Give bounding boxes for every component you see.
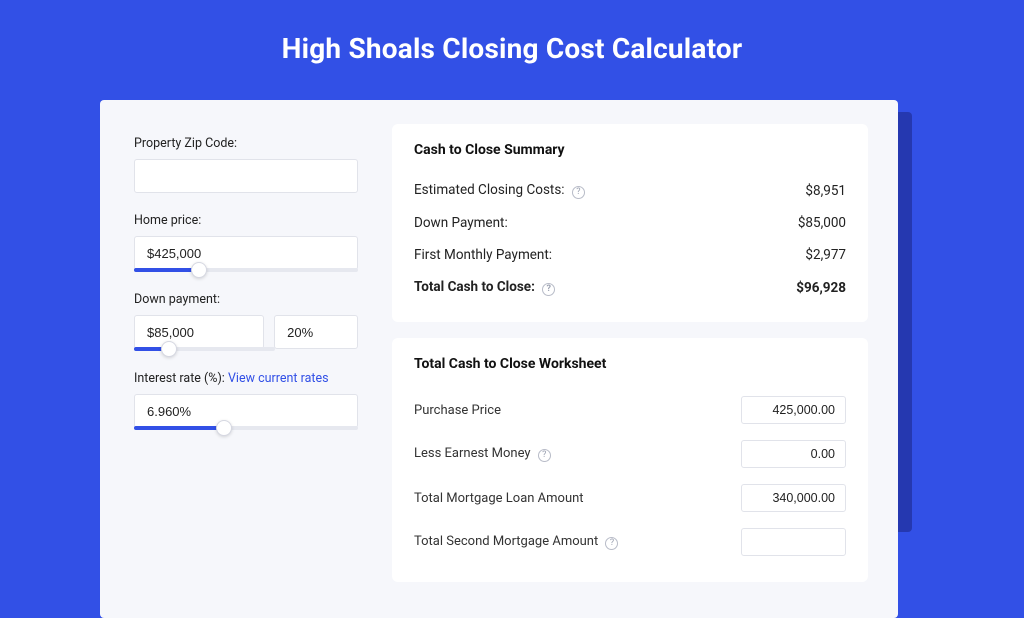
home-price-slider-thumb[interactable]	[191, 262, 207, 278]
help-icon[interactable]: ?	[538, 449, 551, 462]
summary-row-value: $2,977	[805, 247, 846, 263]
worksheet-row: Less Earnest Money ?	[414, 432, 846, 476]
home-price-label: Home price:	[134, 213, 358, 228]
worksheet-row-input[interactable]	[741, 484, 846, 512]
home-price-field-group: Home price:	[134, 213, 358, 272]
worksheet-row-input[interactable]	[741, 440, 846, 468]
summary-row-value: $85,000	[798, 215, 846, 231]
worksheet-panel: Total Cash to Close Worksheet Purchase P…	[392, 338, 868, 582]
summary-panel: Cash to Close Summary Estimated Closing …	[392, 124, 868, 322]
summary-row: First Monthly Payment: $2,977	[414, 239, 846, 271]
worksheet-row-label: Total Second Mortgage Amount ?	[414, 534, 618, 550]
worksheet-row-input[interactable]	[741, 396, 846, 424]
worksheet-row: Total Mortgage Loan Amount	[414, 476, 846, 520]
worksheet-row-input[interactable]	[741, 528, 846, 556]
interest-slider-fill	[134, 426, 224, 430]
home-price-slider[interactable]	[134, 268, 358, 272]
interest-label-row: Interest rate (%): View current rates	[134, 371, 358, 386]
summary-row-label: First Monthly Payment:	[414, 247, 552, 263]
worksheet-row: Purchase Price	[414, 388, 846, 432]
home-price-input[interactable]	[134, 236, 358, 270]
calculator-card: Property Zip Code: Home price: Down paym…	[100, 100, 898, 618]
summary-row: Total Cash to Close: ? $96,928	[414, 271, 846, 304]
worksheet-panel-title: Total Cash to Close Worksheet	[414, 356, 846, 372]
summary-row-label: Down Payment:	[414, 215, 508, 231]
worksheet-row: Total Second Mortgage Amount ?	[414, 520, 846, 564]
down-payment-amount-input[interactable]	[134, 315, 264, 349]
home-price-slider-fill	[134, 268, 199, 272]
help-icon[interactable]: ?	[542, 283, 555, 296]
summary-row-value: $8,951	[805, 183, 846, 199]
interest-input[interactable]	[134, 394, 358, 428]
interest-slider[interactable]	[134, 426, 358, 430]
help-icon[interactable]: ?	[605, 537, 618, 550]
summary-row-label: Total Cash to Close: ?	[414, 279, 555, 296]
worksheet-row-label: Total Mortgage Loan Amount	[414, 491, 584, 506]
interest-slider-thumb[interactable]	[216, 420, 232, 436]
summary-row: Down Payment: $85,000	[414, 207, 846, 239]
summary-row-value: $96,928	[796, 280, 846, 296]
worksheet-row-label: Less Earnest Money ?	[414, 446, 551, 462]
summary-row: Estimated Closing Costs: ? $8,951	[414, 174, 846, 207]
down-payment-percent-input[interactable]	[274, 315, 358, 349]
down-payment-label: Down payment:	[134, 292, 358, 307]
summary-row-label: Estimated Closing Costs: ?	[414, 182, 585, 199]
summary-rows: Estimated Closing Costs: ? $8,951 Down Pay…	[414, 174, 846, 304]
summary-column: Cash to Close Summary Estimated Closing …	[382, 100, 898, 618]
down-payment-field-group: Down payment:	[134, 292, 358, 351]
interest-field-group: Interest rate (%): View current rates	[134, 371, 358, 430]
worksheet-row-label: Purchase Price	[414, 403, 501, 418]
down-payment-slider[interactable]	[134, 347, 275, 351]
interest-label: Interest rate (%):	[134, 371, 225, 386]
page-title: High Shoals Closing Cost Calculator	[0, 0, 1024, 91]
view-rates-link[interactable]: View current rates	[228, 371, 329, 386]
worksheet-rows: Purchase Price Less Earnest Money ? Total …	[414, 388, 846, 564]
zip-input[interactable]	[134, 159, 358, 193]
inputs-column: Property Zip Code: Home price: Down paym…	[100, 100, 382, 618]
down-payment-slider-thumb[interactable]	[161, 341, 177, 357]
summary-panel-title: Cash to Close Summary	[414, 142, 846, 158]
zip-field-group: Property Zip Code:	[134, 136, 358, 193]
help-icon[interactable]: ?	[572, 186, 585, 199]
zip-label: Property Zip Code:	[134, 136, 358, 151]
